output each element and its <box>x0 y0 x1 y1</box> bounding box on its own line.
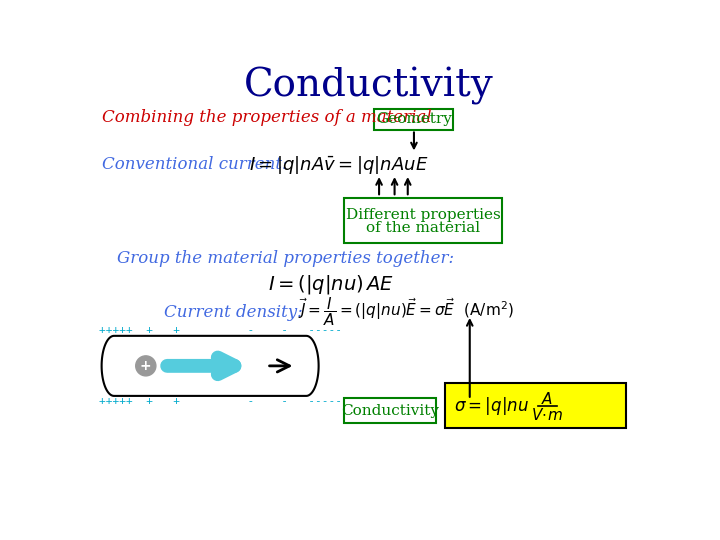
Text: +: + <box>140 359 152 373</box>
Polygon shape <box>102 336 319 396</box>
Text: Current density:: Current density: <box>163 304 302 321</box>
Text: Combining the properties of a material: Combining the properties of a material <box>102 109 431 126</box>
Text: $\sigma = |q|nu$: $\sigma = |q|nu$ <box>454 395 529 416</box>
Circle shape <box>136 356 156 376</box>
FancyBboxPatch shape <box>344 398 436 423</box>
Text: Group the material properties together:: Group the material properties together: <box>117 251 454 267</box>
Text: +++++  +   +          -    -   -----: +++++ + + - - ----- <box>99 326 342 335</box>
Text: Conductivity: Conductivity <box>244 68 494 105</box>
Text: $I = (|q|nu)\,AE$: $I = (|q|nu)\,AE$ <box>269 273 394 296</box>
FancyBboxPatch shape <box>344 198 503 244</box>
FancyBboxPatch shape <box>445 383 626 428</box>
Text: $A$: $A$ <box>541 392 554 407</box>
FancyBboxPatch shape <box>374 109 454 130</box>
Text: $V\!\cdot\!m$: $V\!\cdot\!m$ <box>531 407 563 423</box>
Text: +++++  +   +          -    -   -----: +++++ + + - - ----- <box>99 396 342 406</box>
Text: $I = |q|nA\bar{v} = |q|nAuE$: $I = |q|nA\bar{v} = |q|nAuE$ <box>249 154 428 176</box>
Text: Geometry: Geometry <box>376 112 452 126</box>
Text: Conductivity: Conductivity <box>341 403 439 417</box>
Text: of the material: of the material <box>366 221 480 235</box>
Text: $\vec{J} = \dfrac{I}{A} = (|q|nu)\vec{E} = \sigma\vec{E}\ \ (\mathrm{A/m}^2)$: $\vec{J} = \dfrac{I}{A} = (|q|nu)\vec{E}… <box>297 295 513 328</box>
Text: Different properties: Different properties <box>346 207 500 221</box>
Text: Conventional current:: Conventional current: <box>102 157 287 173</box>
